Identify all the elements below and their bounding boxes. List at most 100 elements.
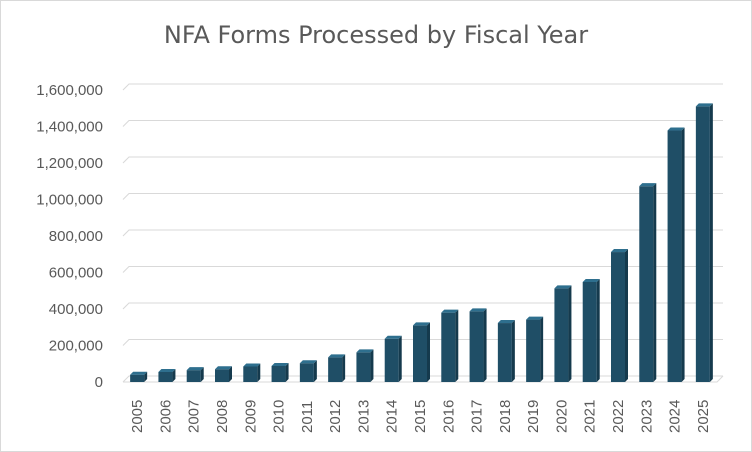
bar bbox=[582, 278, 600, 382]
bar-top bbox=[243, 363, 261, 367]
bar bbox=[695, 103, 713, 383]
bar bbox=[554, 285, 572, 382]
bar-front bbox=[271, 365, 286, 382]
x-tick-label: 2013 bbox=[355, 400, 372, 433]
bar-top bbox=[215, 366, 232, 370]
bar-front bbox=[611, 252, 625, 382]
bar-front bbox=[554, 288, 569, 382]
gridline bbox=[122, 339, 723, 346]
y-tick-label: 1,000,000 bbox=[36, 192, 103, 209]
gridline bbox=[122, 302, 723, 310]
bar-top bbox=[441, 309, 459, 313]
bar-front bbox=[441, 312, 456, 382]
x-tick-label: 2017 bbox=[469, 400, 486, 433]
bar-side bbox=[653, 183, 657, 382]
bar-side bbox=[596, 278, 600, 382]
gridline bbox=[122, 156, 723, 164]
gridline bbox=[122, 229, 723, 237]
x-tick-label: 2023 bbox=[638, 400, 655, 433]
y-tick-label: 400,000 bbox=[49, 301, 103, 318]
bar-front bbox=[299, 363, 314, 382]
y-tick-label: 600,000 bbox=[49, 265, 103, 282]
bar-top bbox=[469, 308, 487, 312]
bar bbox=[497, 320, 515, 382]
x-tick-label: 2025 bbox=[695, 400, 712, 433]
gridline bbox=[122, 266, 723, 273]
x-tick-label: 2011 bbox=[299, 401, 316, 433]
x-tick-label: 2009 bbox=[242, 400, 259, 433]
bar-front bbox=[186, 370, 201, 382]
bar-side bbox=[568, 285, 572, 382]
bar bbox=[158, 368, 176, 382]
y-tick-label: 800,000 bbox=[49, 228, 103, 245]
bar-top bbox=[299, 360, 317, 364]
x-tick-label: 2018 bbox=[497, 400, 514, 433]
bar-top bbox=[413, 322, 430, 326]
bar-front bbox=[695, 106, 710, 383]
bar-top bbox=[186, 367, 204, 371]
bar-side bbox=[370, 349, 374, 382]
bar-side bbox=[709, 103, 713, 383]
bar-side bbox=[200, 367, 204, 382]
axis-floor bbox=[123, 375, 724, 383]
bar-top bbox=[526, 316, 544, 320]
bar bbox=[639, 183, 657, 382]
bar-side bbox=[229, 366, 232, 382]
bar-side bbox=[144, 371, 148, 382]
bar-front bbox=[158, 371, 173, 382]
bars bbox=[130, 103, 713, 383]
bar bbox=[667, 127, 685, 382]
x-tick-label: 2014 bbox=[384, 400, 401, 433]
bar-front bbox=[639, 186, 654, 382]
bar bbox=[356, 349, 374, 382]
bar bbox=[384, 335, 402, 382]
y-tick-label: 200,000 bbox=[49, 338, 103, 355]
bar-side bbox=[398, 335, 402, 382]
bar-front bbox=[243, 366, 258, 382]
bar bbox=[469, 308, 487, 382]
bar bbox=[526, 316, 544, 382]
bar-top bbox=[667, 127, 685, 131]
x-tick-label: 2024 bbox=[667, 400, 684, 433]
x-tick-label: 2007 bbox=[186, 400, 203, 433]
gridline bbox=[122, 83, 723, 91]
bar-front bbox=[582, 281, 597, 382]
x-axis-ticks: 2005 2006 2007 2008 2009 2010 2011 2012 2013 2014… bbox=[129, 400, 712, 433]
x-tick-label: 2006 bbox=[157, 400, 174, 433]
bar-front bbox=[384, 338, 399, 382]
x-tick-label: 2012 bbox=[327, 400, 344, 433]
bar-front bbox=[356, 352, 371, 382]
bar-side bbox=[511, 320, 515, 382]
bar-side bbox=[285, 362, 289, 382]
x-tick-label: 2022 bbox=[610, 400, 627, 433]
chart-title: NFA Forms Processed by Fiscal Year bbox=[163, 21, 589, 49]
bar bbox=[441, 309, 459, 382]
gridline bbox=[122, 193, 723, 200]
gridline bbox=[122, 375, 723, 383]
bar-side bbox=[625, 249, 628, 382]
bar-front bbox=[215, 369, 229, 382]
x-tick-label: 2019 bbox=[525, 400, 542, 433]
bar-top bbox=[695, 103, 713, 107]
bar bbox=[611, 249, 628, 382]
bar-front bbox=[526, 319, 541, 382]
bar bbox=[299, 360, 317, 382]
y-tick-label: 1,600,000 bbox=[36, 82, 103, 99]
bar-top bbox=[497, 320, 515, 324]
bar bbox=[186, 367, 204, 382]
x-tick-label: 2010 bbox=[271, 400, 288, 433]
y-tick-label: 0 bbox=[95, 374, 103, 391]
bar-front bbox=[328, 357, 343, 382]
bar bbox=[271, 362, 289, 382]
bar-top bbox=[582, 278, 600, 282]
bar-top bbox=[554, 285, 572, 289]
bar-side bbox=[427, 322, 430, 382]
bar-front bbox=[469, 311, 484, 382]
bar-front bbox=[413, 325, 427, 382]
bar-top bbox=[130, 371, 148, 375]
bar-side bbox=[483, 308, 487, 382]
bar-side bbox=[313, 360, 317, 382]
gridlines bbox=[122, 83, 724, 383]
